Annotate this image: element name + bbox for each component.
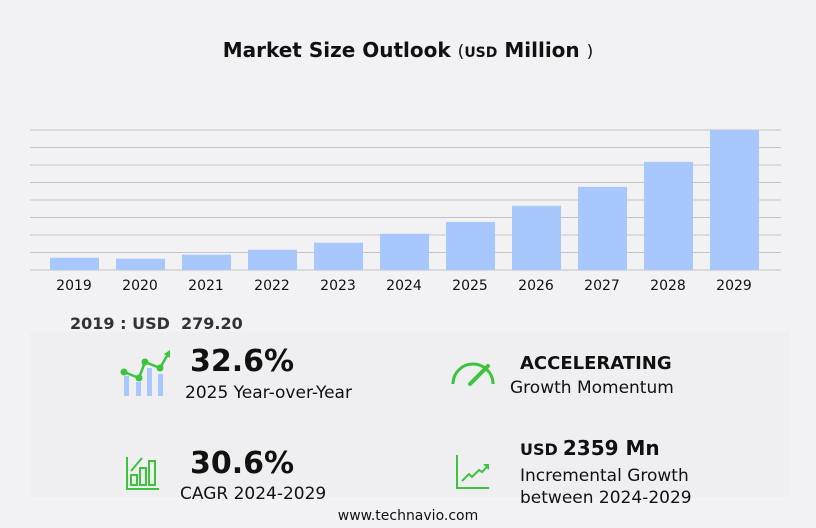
x-tick-label: 2021 (188, 278, 224, 294)
speedometer-icon (451, 362, 495, 386)
kpi-panel (30, 332, 790, 497)
momentum-label: Growth Momentum (510, 378, 674, 398)
bar-2025 (446, 221, 495, 270)
bar-2027 (578, 186, 627, 270)
x-tick-label: 2025 (452, 278, 488, 294)
bar-2023 (314, 242, 363, 270)
bar-2022 (248, 249, 297, 270)
x-tick-label: 2019 (56, 278, 92, 294)
growth-chart-icon (120, 350, 170, 396)
x-tick-label: 2020 (122, 278, 158, 294)
title-unit2: Million (504, 38, 580, 62)
incremental-label-1: Incremental Growth (520, 466, 689, 486)
footer-url: www.technavio.com (337, 508, 479, 524)
chart-title: Market Size Outlook (USD Million ) (0, 38, 816, 62)
momentum-value: ACCELERATING (520, 353, 672, 374)
bar-growth-icon (126, 457, 159, 490)
cagr-value: 30.6% (190, 446, 295, 481)
incremental-amount: 2359 Mn (562, 436, 660, 460)
x-tick-label: 2023 (320, 278, 356, 294)
bar-chart: 2019 2020 2021 2022 2023 2024 2025 2026 2027 2028… (30, 129, 781, 294)
bar-2021 (182, 254, 231, 270)
x-tick-label: 2029 (716, 278, 752, 294)
yoy-label: 2025 Year-over-Year (185, 383, 352, 403)
cagr-label: CAGR 2024-2029 (180, 484, 327, 504)
x-tick-label: 2022 (254, 278, 290, 294)
title-paren-close: ) (586, 42, 594, 62)
title-main: Market Size Outlook (222, 38, 451, 62)
incremental-label-2: between 2024-2029 (520, 488, 692, 508)
x-tick-label: 2026 (518, 278, 554, 294)
bar-2020 (116, 258, 165, 270)
bar-2024 (380, 233, 429, 270)
incremental-growth-icon (456, 455, 489, 489)
bar-2019 (50, 257, 99, 270)
incremental-unit: USD (520, 440, 558, 459)
bar-2026 (512, 205, 561, 270)
incremental-value: USD 2359 Mn (520, 436, 660, 460)
bar-2029 (710, 130, 759, 270)
title-unit: USD (464, 45, 498, 61)
first-year-value: 2019 : USD 279.20 (70, 314, 243, 333)
x-tick-label: 2028 (650, 278, 686, 294)
yoy-value: 32.6% (190, 344, 295, 379)
bar-2028 (644, 161, 693, 270)
x-tick-label: 2024 (386, 278, 422, 294)
x-tick-label: 2027 (584, 278, 620, 294)
title-paren: ( (457, 42, 465, 62)
